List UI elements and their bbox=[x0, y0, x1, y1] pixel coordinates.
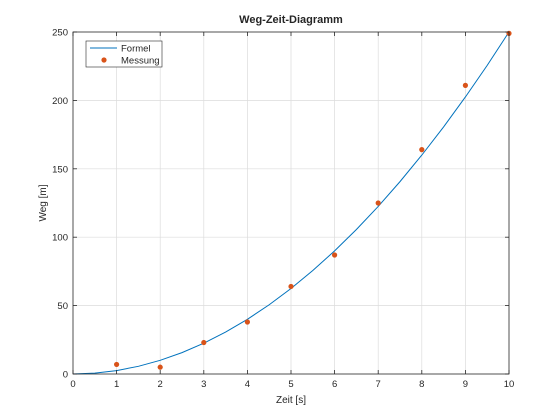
chart-title: Weg-Zeit-Diagramm bbox=[239, 14, 343, 26]
data-point-messung bbox=[157, 364, 163, 370]
x-tick-label: 0 bbox=[70, 379, 75, 390]
x-tick-label: 7 bbox=[376, 379, 381, 390]
data-point-messung bbox=[114, 361, 120, 368]
y-tick-label: 50 bbox=[57, 301, 68, 312]
y-tick-label: 100 bbox=[52, 233, 68, 244]
x-tick-label: 3 bbox=[201, 379, 206, 390]
x-tick-label: 4 bbox=[245, 379, 250, 390]
y-axis-label: Weg [m] bbox=[38, 184, 49, 221]
data-point-messung bbox=[375, 200, 381, 206]
legend: Formel Messung bbox=[85, 40, 163, 68]
series-messung bbox=[114, 30, 512, 370]
data-point-messung bbox=[462, 82, 468, 88]
data-point-messung bbox=[244, 319, 250, 325]
data-point-messung bbox=[419, 147, 425, 153]
x-tick-label: 6 bbox=[332, 379, 337, 390]
data-point-messung bbox=[288, 283, 294, 290]
legend-marker-messung bbox=[101, 57, 107, 63]
x-axis-label: Zeit [s] bbox=[276, 395, 306, 406]
y-tick-label: 0 bbox=[63, 370, 68, 381]
x-tick-label: 2 bbox=[158, 379, 163, 390]
data-point-messung bbox=[201, 339, 207, 346]
y-tick-label: 250 bbox=[52, 28, 68, 39]
x-tick-label: 1 bbox=[114, 379, 119, 390]
legend-label-messung: Messung bbox=[121, 56, 160, 67]
data-point-messung bbox=[332, 252, 338, 258]
x-tick-label: 5 bbox=[288, 379, 293, 390]
x-tick-label: 9 bbox=[463, 379, 468, 390]
y-tick-label: 200 bbox=[52, 96, 68, 107]
x-tick-label: 10 bbox=[504, 379, 515, 390]
x-tick-label: 8 bbox=[419, 379, 424, 390]
legend-label-formel: Formel bbox=[121, 44, 151, 55]
legend-box bbox=[85, 40, 163, 68]
y-tick-label: 150 bbox=[52, 164, 68, 175]
